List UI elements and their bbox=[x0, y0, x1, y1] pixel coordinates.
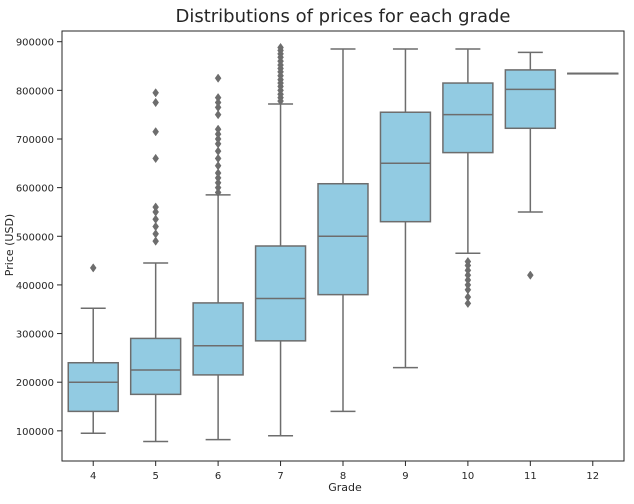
outlier-point bbox=[214, 134, 222, 144]
outlier-point bbox=[214, 187, 222, 198]
outlier-point bbox=[152, 229, 159, 239]
outlier-point bbox=[214, 124, 222, 134]
box-5 bbox=[129, 337, 182, 396]
outlier-point bbox=[152, 214, 159, 224]
outlier-point bbox=[464, 265, 472, 275]
box-6 bbox=[192, 302, 244, 376]
outlier-point bbox=[214, 97, 222, 108]
outlier-point bbox=[152, 207, 159, 217]
box-8 bbox=[317, 182, 369, 296]
box-11 bbox=[504, 69, 557, 130]
outlier-point bbox=[214, 168, 222, 178]
y-tick-label: 700000 bbox=[16, 135, 54, 146]
y-tick-label: 400000 bbox=[16, 281, 54, 292]
outlier-point bbox=[464, 292, 472, 302]
box-10 bbox=[442, 82, 494, 154]
outlier-point bbox=[464, 256, 472, 267]
x-tick-label: 7 bbox=[277, 471, 283, 482]
outlier-point bbox=[214, 178, 222, 188]
outlier-point bbox=[214, 93, 222, 103]
outlier-point bbox=[152, 153, 159, 164]
y-tick-label: 900000 bbox=[16, 38, 54, 49]
y-tick-label: 800000 bbox=[16, 86, 54, 97]
plot-area: 100000 200000 300000 400000 500000 600000 7000… bbox=[16, 30, 625, 482]
x-tick-label: 12 bbox=[586, 471, 599, 482]
y-tick-label: 100000 bbox=[16, 427, 54, 438]
x-tick-label: 9 bbox=[402, 471, 408, 482]
outlier-point bbox=[464, 285, 472, 295]
box-4 bbox=[67, 361, 119, 413]
outlier-point bbox=[214, 182, 222, 193]
outlier-point bbox=[527, 270, 534, 280]
y-tick-label: 500000 bbox=[16, 232, 54, 243]
y-tick-label: 600000 bbox=[16, 184, 54, 195]
outlier-point bbox=[214, 153, 222, 164]
outlier-point bbox=[464, 280, 472, 290]
chart-title: Distributions of prices for each grade bbox=[175, 6, 510, 27]
x-tick-label: 10 bbox=[462, 471, 475, 482]
outlier-point bbox=[464, 275, 472, 285]
outlier-point bbox=[214, 146, 222, 156]
outlier-point bbox=[464, 298, 472, 309]
x-axis-label: Grade bbox=[328, 481, 362, 494]
outlier-point bbox=[464, 270, 472, 280]
x-tick-label: 11 bbox=[524, 471, 537, 482]
outlier-point bbox=[214, 161, 222, 171]
outlier-point bbox=[152, 127, 159, 137]
outlier-point bbox=[214, 73, 222, 83]
outlier-point bbox=[214, 102, 222, 112]
box-7 bbox=[254, 245, 307, 342]
outlier-point bbox=[152, 236, 159, 246]
outlier-point bbox=[214, 110, 222, 120]
y-tick-label: 200000 bbox=[16, 378, 54, 389]
x-tick-label: 4 bbox=[90, 471, 96, 482]
outlier-point bbox=[89, 263, 97, 273]
x-tick-label: 6 bbox=[215, 471, 221, 482]
outlier-point bbox=[152, 202, 159, 212]
outlier-point bbox=[214, 139, 222, 149]
outlier-point bbox=[152, 221, 159, 232]
outlier-point bbox=[277, 42, 284, 53]
outlier-point bbox=[152, 88, 159, 98]
outlier-point bbox=[214, 173, 222, 183]
box-9 bbox=[379, 111, 432, 223]
outlier-point bbox=[214, 129, 222, 139]
outlier-point bbox=[152, 97, 159, 108]
y-tick-label: 300000 bbox=[16, 330, 54, 341]
y-axis-label: Price (USD) bbox=[3, 214, 16, 276]
x-tick-label: 8 bbox=[340, 471, 346, 482]
x-tick-label: 5 bbox=[152, 471, 158, 482]
